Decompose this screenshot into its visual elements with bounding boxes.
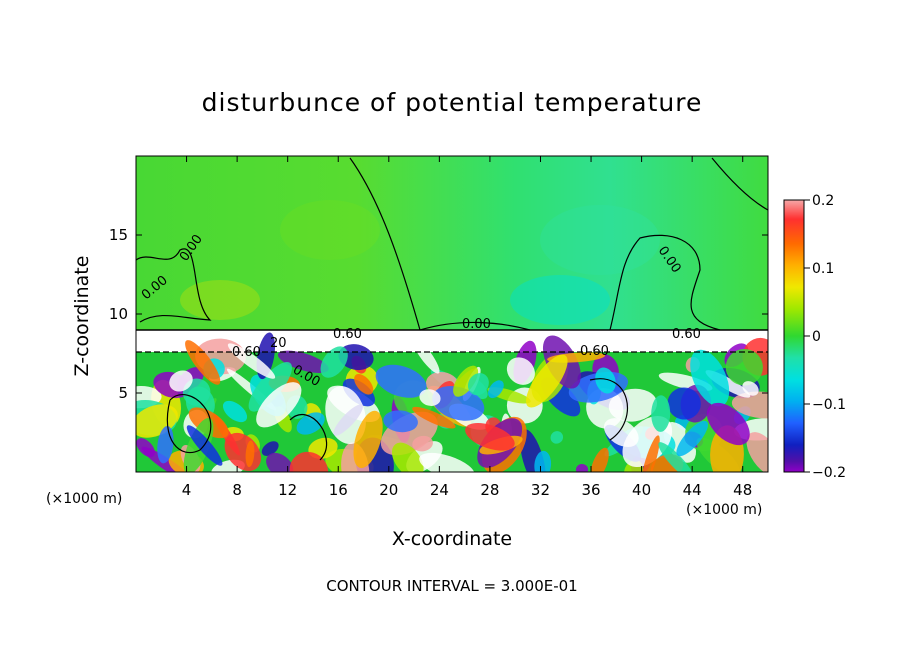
x-unit-left: (×1000 m) (46, 491, 123, 507)
contour-label: 0.60 (580, 344, 609, 359)
contour-label: 0.60 (232, 345, 261, 360)
x-tick-label: 4 (182, 481, 192, 499)
plot-field (136, 156, 768, 472)
colorbar-tick-label: 0.1 (812, 261, 834, 277)
y-axis-label: Z-coordinate (71, 255, 93, 377)
y-tick-label: 10 (109, 305, 128, 323)
x-axis-label: X-coordinate (391, 528, 513, 550)
colorbar-tick-label: −0.1 (812, 397, 846, 413)
y-axis: 5 10 15 (109, 226, 768, 402)
x-axis: 4 8 12 16 20 24 28 32 36 40 44 48 (182, 156, 752, 499)
x-tick-label: 48 (733, 481, 752, 499)
colorbar-tick-label: 0.2 (812, 193, 834, 209)
colorbar-tick-label: 0 (812, 329, 821, 345)
colorbar-tick-label: −0.2 (812, 465, 846, 481)
contour-lines (136, 157, 768, 461)
x-tick-label: 12 (278, 481, 297, 499)
x-tick-label: 28 (480, 481, 499, 499)
chart-title: disturbunce of potential temperature (201, 88, 703, 117)
x-tick-label: 24 (430, 481, 449, 499)
x-tick-label: 40 (632, 481, 651, 499)
x-tick-label: 44 (683, 481, 702, 499)
x-tick-label: 20 (379, 481, 398, 499)
x-tick-label: 32 (531, 481, 550, 499)
x-unit-right: (×1000 m) (686, 502, 763, 518)
colorbar-ticks: 0.2 0.1 0 −0.1 −0.2 (804, 193, 846, 481)
contour-label: 0.60 (672, 327, 701, 342)
turbulence-layer (136, 332, 768, 472)
x-tick-label: 8 (232, 481, 242, 499)
colorbar (783, 199, 805, 473)
x-tick-label: 16 (329, 481, 348, 499)
contour-label: 0.60 (333, 327, 362, 342)
x-tick-label: 36 (581, 481, 600, 499)
contour-label: 20 (270, 336, 287, 351)
y-tick-label: 15 (109, 226, 128, 244)
contour-label: 0.00 (462, 317, 491, 332)
y-tick-label: 5 (118, 384, 128, 402)
contour-interval-note: CONTOUR INTERVAL = 3.000E-01 (326, 577, 578, 595)
